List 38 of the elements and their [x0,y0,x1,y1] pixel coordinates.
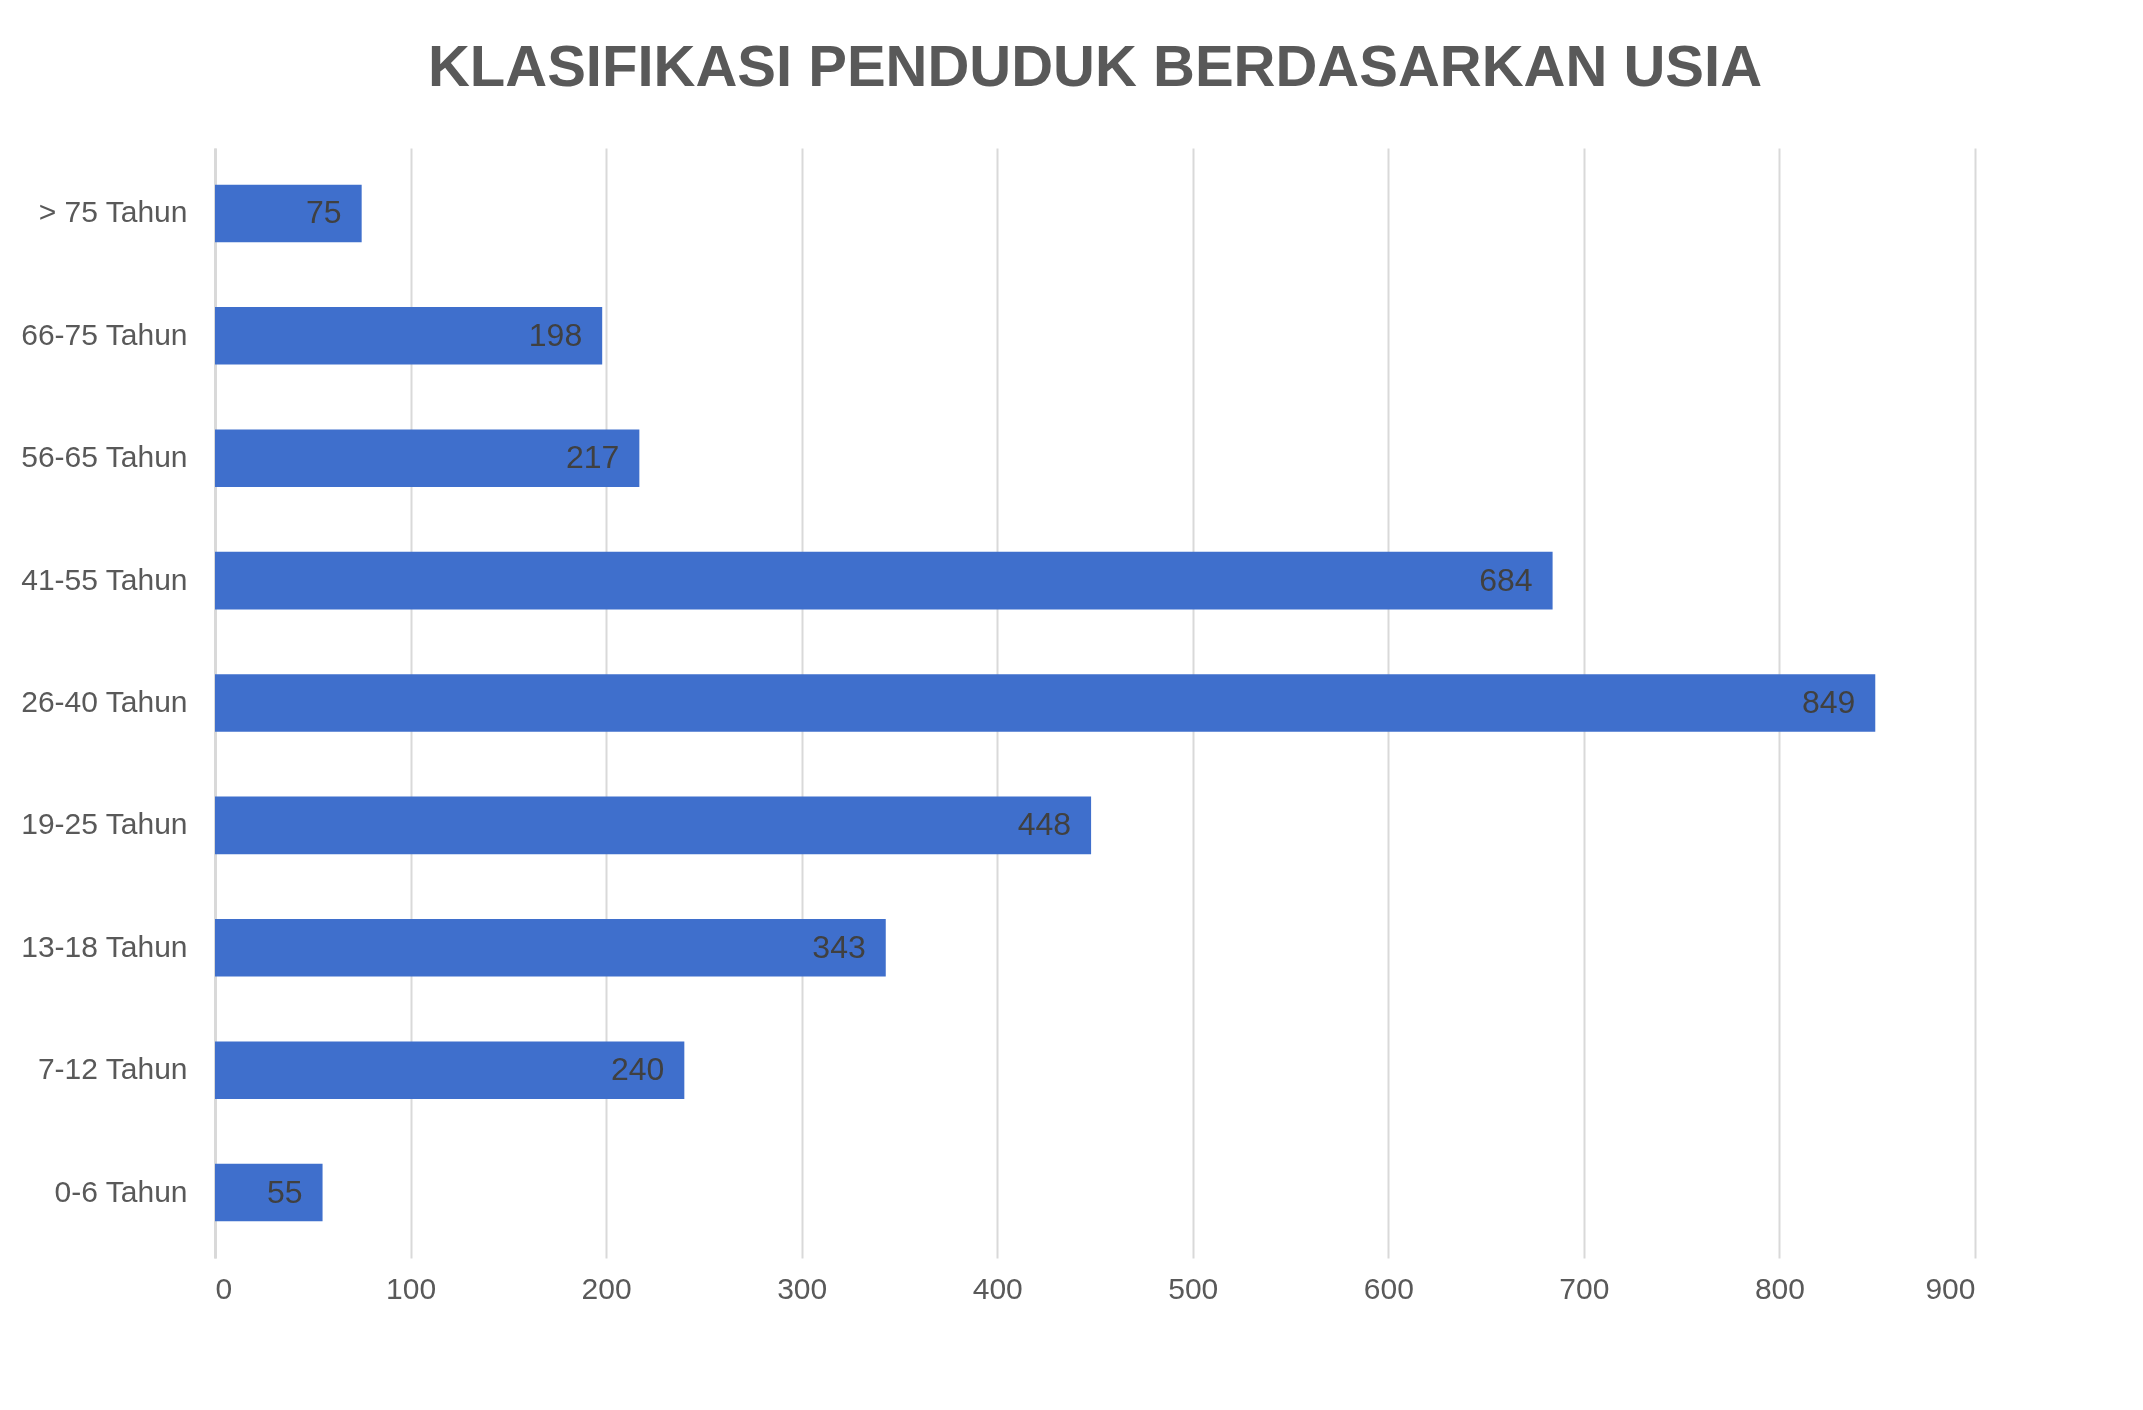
bar [215,1163,323,1222]
y-tick-label: > 75 Tahun [38,195,188,229]
data-label: 240 [610,1051,665,1088]
data-label: 55 [266,1173,303,1210]
data-label: 198 [528,316,583,353]
bar [215,307,603,365]
y-tick-label: 66-75 Tahun [21,317,188,351]
x-tick-label: 500 [1168,1271,1219,1305]
data-label: 684 [1479,561,1533,598]
bar [215,1041,685,1099]
data-label: 217 [565,439,620,476]
x-tick-label: 0 [215,1271,233,1305]
bar [215,551,1553,610]
bar [215,674,1876,732]
y-tick-label: 0-6 Tahun [54,1174,188,1208]
x-tick-label: 300 [777,1271,828,1305]
y-tick-label: 7-12 Tahun [37,1052,188,1086]
x-tick-label: 800 [1754,1271,1805,1305]
data-label: 343 [812,928,866,965]
bar [215,796,1092,855]
y-tick-label: 19-25 Tahun [21,807,188,841]
x-tick-label: 600 [1363,1271,1414,1305]
y-tick-label: 13-18 Tahun [21,929,188,963]
data-label: 849 [1801,684,1856,720]
x-tick-label: 400 [972,1271,1023,1305]
bar [215,919,886,977]
bar [215,429,640,487]
y-tick-label: 56-65 Tahun [21,440,188,474]
chart-title: KLASIFIKASI PENDUDUK BERDASARKAN USIA [427,33,1763,98]
x-tick-label: 700 [1559,1271,1610,1305]
y-tick-label: 26-40 Tahun [21,685,188,718]
x-tick-label: 900 [1925,1271,1976,1305]
bar [215,184,362,243]
data-label: 448 [1017,806,1072,843]
y-tick-label: 41-55 Tahun [21,562,188,596]
x-tick-label: 100 [386,1271,437,1305]
data-label: 75 [306,194,342,231]
x-tick-label: 200 [581,1271,632,1305]
